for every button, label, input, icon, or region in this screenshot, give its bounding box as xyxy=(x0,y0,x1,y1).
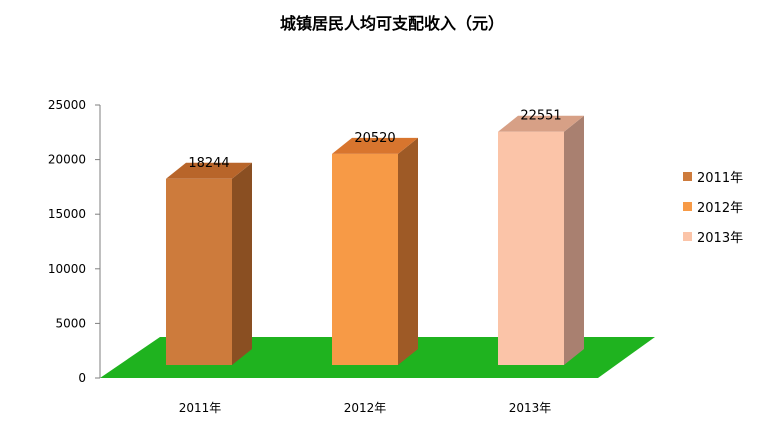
bar-top xyxy=(166,162,252,179)
bar xyxy=(332,153,398,365)
bar xyxy=(498,131,564,365)
y-tick-label: 25000 xyxy=(48,98,86,112)
bar-side xyxy=(398,137,418,365)
data-label: 20520 xyxy=(354,131,395,146)
y-tick-label: 20000 xyxy=(48,153,86,167)
legend-label: 2011年 xyxy=(697,171,743,186)
bar-side xyxy=(232,162,252,365)
x-tick-label: 2012年 xyxy=(344,401,387,415)
bar-side xyxy=(564,115,584,366)
data-label: 22551 xyxy=(520,109,561,124)
bar-top xyxy=(498,115,584,132)
legend-swatch xyxy=(683,232,692,241)
legend-swatch xyxy=(683,172,692,181)
x-tick-label: 2011年 xyxy=(179,401,222,415)
y-tick-label: 0 xyxy=(78,371,86,385)
x-tick-label: 2013年 xyxy=(509,401,552,415)
y-tick-label: 10000 xyxy=(48,262,86,276)
bar xyxy=(166,178,232,365)
legend-label: 2013年 xyxy=(697,231,743,246)
legend-label: 2012年 xyxy=(697,201,743,216)
chart-title: 城镇居民人均可支配收入（元） xyxy=(279,14,504,33)
y-tick-label: 5000 xyxy=(55,316,86,330)
legend-swatch xyxy=(683,202,692,211)
data-label: 18244 xyxy=(188,156,229,171)
bar-top xyxy=(332,137,418,154)
y-tick-label: 15000 xyxy=(48,207,86,221)
